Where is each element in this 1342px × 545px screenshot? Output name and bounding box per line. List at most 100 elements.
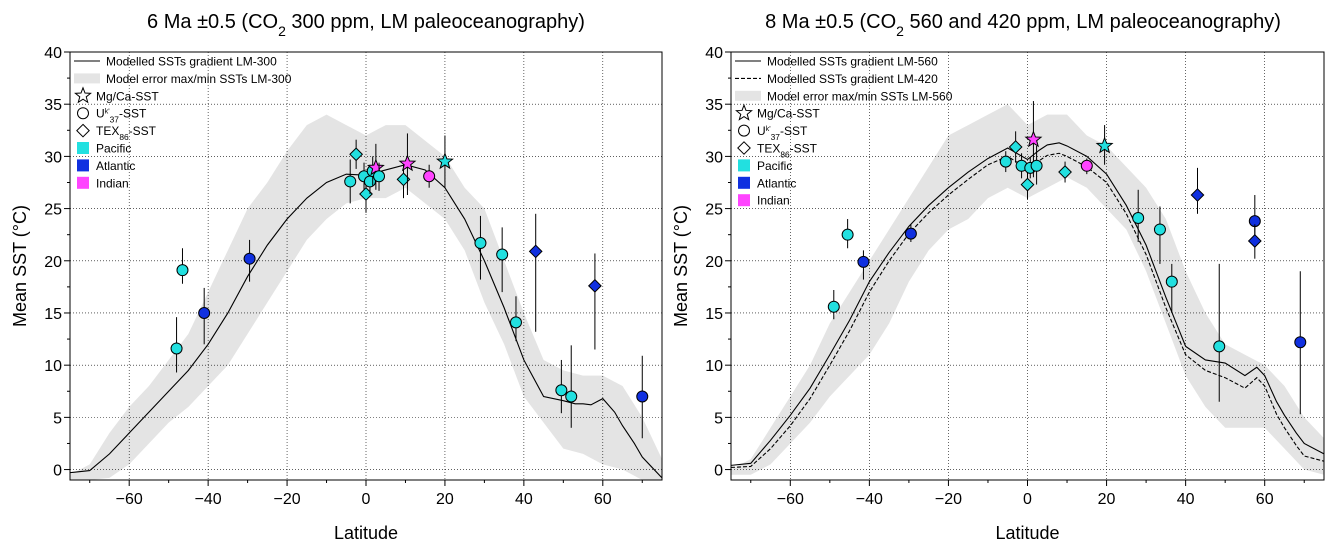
x-tick-label: −60 (116, 491, 143, 508)
x-tick-label: 60 (1256, 491, 1274, 508)
data-point-circle (1132, 211, 1145, 224)
legend-label: Modelled SSTs gradient LM-560 (767, 55, 938, 69)
legend-entry: Modelled SSTs gradient LM-560 (735, 55, 938, 69)
legend-entry: TEX86-SST (737, 141, 818, 160)
legend-label: Modelled SSTs gradient LM-420 (767, 72, 938, 86)
legend-label: Mg/Ca-SST (757, 107, 820, 121)
data-point-group (423, 164, 436, 188)
y-tick-label: 40 (44, 45, 62, 62)
data-point-circle (999, 155, 1012, 168)
data-point-group (435, 135, 454, 188)
data-point-circle (474, 237, 487, 250)
legend-entry: Modelled SSTs gradient LM-420 (735, 72, 938, 86)
x-tick-label: 0 (1023, 491, 1032, 508)
data-point-circle (1080, 159, 1093, 172)
legend-label: Model error max/min SSTs LM-300 (106, 72, 292, 86)
data-point-star (398, 154, 417, 172)
chart-title: 6 Ma ±0.5 (CO2 300 ppm, LM paleoceanogra… (147, 11, 585, 39)
data-point-group (636, 355, 649, 439)
legend: Modelled SSTs gradient LM-560 Modelled SS… (735, 55, 953, 208)
legend-label: Pacific (96, 142, 131, 156)
x-axis-label: Latitude (334, 523, 398, 543)
y-tick-label: 15 (44, 306, 62, 323)
y-tick-label: 30 (44, 149, 62, 166)
y-tick-label: 10 (44, 358, 62, 375)
data-point-circle (841, 228, 854, 241)
legend-entry: Model error max/min SSTs LM-300 (74, 72, 292, 86)
x-tick-label: 40 (1177, 491, 1195, 508)
data-point-circle (857, 255, 870, 268)
legend-circle-symbol (77, 107, 89, 120)
data-point-group (349, 139, 364, 169)
y-tick-label: 20 (705, 254, 723, 271)
y-tick-label: 40 (705, 45, 723, 62)
data-point-group (1294, 271, 1307, 415)
data-point-group (857, 250, 870, 280)
legend-entry: TEX86-SST (76, 123, 157, 142)
data-point-group (176, 248, 189, 284)
data-point-diamond (1190, 188, 1205, 202)
legend-label: Mg/Ca-SST (96, 89, 159, 103)
data-point-group (1153, 206, 1166, 264)
x-axis-label: Latitude (995, 523, 1059, 543)
data-point-diamond (1058, 165, 1072, 179)
data-point-group (565, 345, 578, 428)
data-point-group (509, 296, 522, 342)
data-point-circle (176, 264, 189, 277)
legend-entry: Pacific (738, 159, 792, 173)
data-point-group (373, 162, 386, 191)
legend-label: Model error max/min SSTs LM-560 (767, 89, 953, 103)
data-point-circle (1294, 336, 1307, 349)
data-point-group (555, 359, 568, 414)
legend-label: Indian (757, 194, 790, 208)
legend-diamond-symbol (76, 123, 90, 138)
legend-swatch (738, 176, 750, 189)
legend-label: Pacific (757, 159, 792, 173)
data-point-circle (170, 342, 183, 355)
y-tick-label: 25 (44, 202, 62, 219)
plot-area (70, 52, 662, 480)
y-tick-label: 35 (705, 97, 723, 114)
chart-panel-8ma: 8 Ma ±0.5 (CO2 560 and 420 ppm, LM paleo… (671, 0, 1342, 545)
legend-swatch (738, 194, 750, 207)
chart-8ma-svg: 8 Ma ±0.5 (CO2 560 and 420 ppm, LM paleo… (671, 11, 1325, 543)
data-point-group (1030, 145, 1043, 185)
data-point-group (496, 227, 509, 293)
data-point-group (528, 213, 543, 332)
x-tick-label: −40 (856, 491, 883, 508)
legend-entry: Pacific (77, 142, 131, 156)
data-point-circle (555, 384, 568, 397)
legend-band-symbol (74, 73, 100, 84)
legend-entry: Mg/Ca-SST (74, 86, 159, 104)
data-point-group (1080, 158, 1093, 175)
legend-label: Atlantic (96, 159, 135, 173)
data-point-diamond (1020, 177, 1035, 192)
data-point-circle (198, 306, 211, 319)
legend-label: Uk'37-SST (96, 106, 147, 125)
plot-area (731, 52, 1324, 480)
y-tick-label: 0 (714, 463, 723, 480)
chart-6ma-svg: 6 Ma ±0.5 (CO2 300 ppm, LM paleoceanogra… (10, 11, 663, 543)
data-point-group (1213, 263, 1226, 402)
y-tick-label: 15 (705, 306, 723, 323)
legend-swatch (77, 176, 89, 189)
legend-swatch (77, 142, 89, 154)
data-point-circle (344, 175, 357, 188)
series-line-solid (70, 164, 662, 479)
x-tick-label: 20 (1098, 491, 1116, 508)
legend-entry: Model error max/min SSTs LM-560 (735, 89, 953, 103)
data-point-group (827, 290, 840, 320)
legend-label: Atlantic (757, 176, 796, 190)
data-point-group (1095, 125, 1114, 165)
data-point-circle (1153, 223, 1166, 236)
legend-entry: Atlantic (738, 176, 796, 190)
data-point-star (1024, 130, 1043, 148)
legend-swatch (77, 159, 89, 172)
data-point-circle (243, 252, 256, 265)
data-point-circle (496, 248, 509, 261)
y-tick-label: 20 (44, 254, 62, 271)
legend-entry: Indian (738, 194, 790, 208)
legend-entry: Uk'37-SST (77, 106, 147, 125)
data-point-circle (565, 390, 578, 403)
chart-title: 8 Ma ±0.5 (CO2 560 and 420 ppm, LM paleo… (765, 11, 1281, 39)
